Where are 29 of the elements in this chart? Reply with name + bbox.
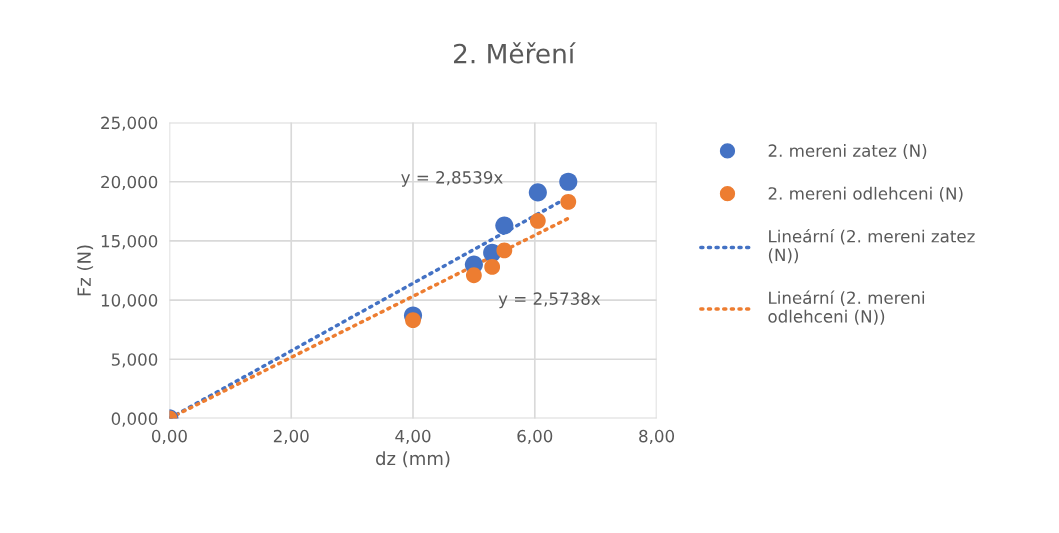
x-tick-label: 0,00 xyxy=(151,429,187,445)
legend-label: 2. mereni zatez (N) xyxy=(768,144,927,159)
annotation: y = 2,8539x xyxy=(401,171,503,187)
x-tick-label: 6,00 xyxy=(517,429,553,445)
point xyxy=(405,312,421,329)
x-axis-title: dz (mm) xyxy=(376,451,450,468)
y-axis-title: Fz (N) xyxy=(77,245,94,296)
legend-label: Lineární (2. mereni zatez (N)) xyxy=(768,229,975,264)
x-tick-label: 2,00 xyxy=(273,429,309,445)
chart-title: 2. Měření xyxy=(453,42,576,64)
y-tick-label: 5,000 xyxy=(111,353,158,368)
annotation: y = 2,5738x xyxy=(498,292,601,309)
x-tick-label: 8,00 xyxy=(639,429,675,445)
legend-label: 2. mereni odlehceni (N) xyxy=(768,186,963,202)
y-tick-label: 15,000 xyxy=(101,234,158,250)
x-tick-label: 4,00 xyxy=(395,429,431,445)
point xyxy=(559,172,578,191)
point xyxy=(528,183,547,202)
y-tick-label: 25,000 xyxy=(101,116,158,131)
legend-label: Lineární (2. mereni odlehceni (N)) xyxy=(768,290,925,325)
y-tick-label: 20,000 xyxy=(101,175,158,191)
point xyxy=(496,242,513,259)
point xyxy=(484,259,501,275)
point xyxy=(465,267,482,284)
point xyxy=(560,193,577,210)
point xyxy=(529,212,546,229)
point xyxy=(495,216,514,235)
y-tick-label: 10,000 xyxy=(101,294,158,309)
y-tick-label: 0,000 xyxy=(111,412,158,427)
